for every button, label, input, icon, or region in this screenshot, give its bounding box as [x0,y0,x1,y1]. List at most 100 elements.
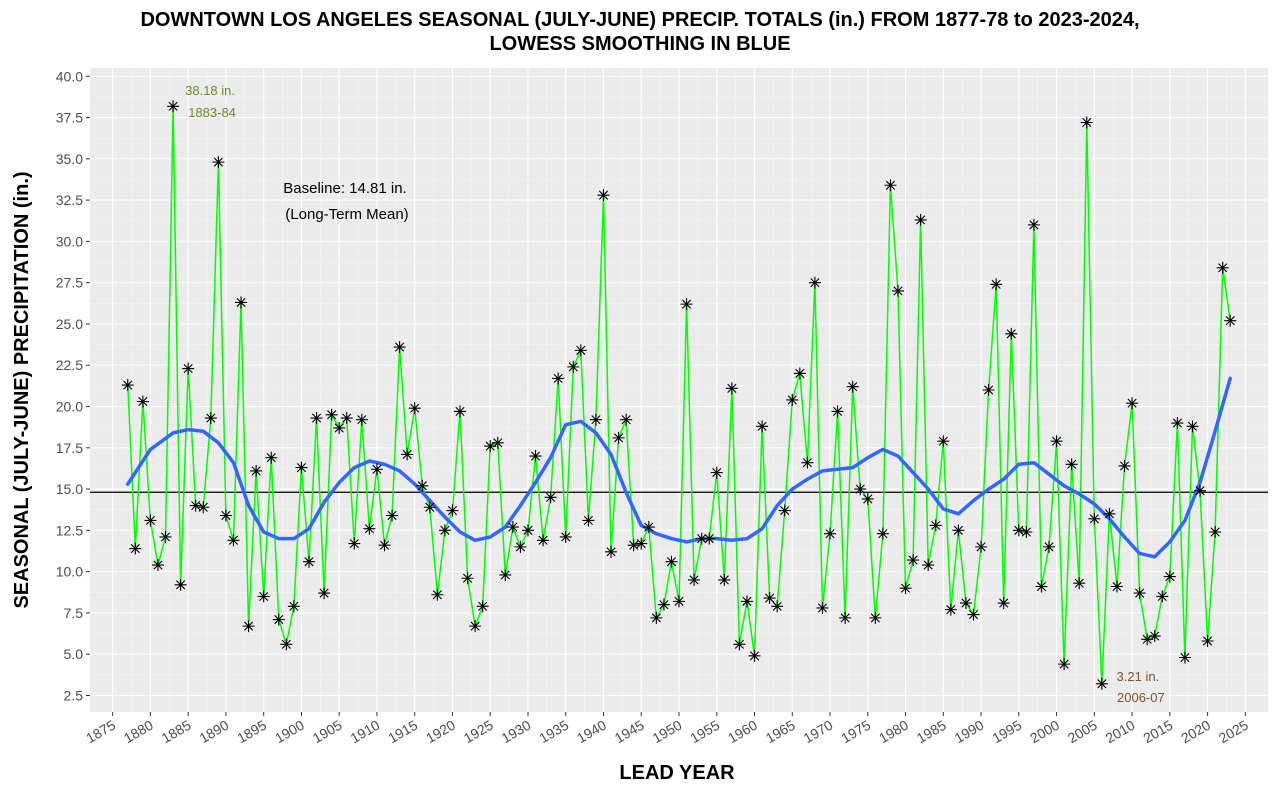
x-tick-label: 1920 [423,717,458,747]
data-point [159,530,172,543]
data-point [1209,526,1222,539]
x-tick-label: 1945 [612,717,647,747]
data-point [740,595,753,608]
y-tick-label: 2.5 [64,687,84,703]
x-tick-label: 2005 [1065,717,1100,747]
data-point [544,491,557,504]
data-point [937,435,950,448]
x-tick-label: 1955 [687,717,722,747]
data-point [567,360,580,373]
data-point [401,448,414,461]
data-point [408,402,421,415]
data-point [997,597,1010,610]
chart-title-line-2: LOWESS SMOOTHING IN BLUE [489,33,791,55]
data-point [227,534,240,547]
data-point [529,450,542,463]
chart-title: DOWNTOWN LOS ANGELES SEASONAL (JULY-JUNE… [0,8,1280,56]
y-tick-label: 10.0 [56,564,83,580]
data-point [144,514,157,527]
data-point [733,638,746,651]
data-point [333,421,346,434]
data-point [1058,658,1071,671]
min-value-annotation: 3.21 in. [1117,669,1160,684]
data-point [1224,314,1237,327]
data-point [461,572,474,585]
data-point [318,587,331,600]
data-point [310,412,323,425]
data-point [763,592,776,605]
data-point [189,499,202,512]
x-tick-label: 1995 [989,717,1024,747]
x-tick-label: 1895 [234,717,269,747]
data-point [793,367,806,380]
data-point [552,372,565,385]
x-tick-label: 1975 [838,717,873,747]
x-tick-label: 2000 [1027,717,1062,747]
data-point [393,341,406,354]
y-tick-label: 32.5 [56,192,83,208]
data-point [1110,580,1123,593]
data-point [657,598,670,611]
data-point [1141,633,1154,646]
grid-lines [90,68,1268,712]
x-tick-label: 2010 [1103,717,1138,747]
data-point [1178,651,1191,664]
data-point [1020,526,1033,539]
data-point [1194,484,1207,497]
chart-title-line-1: DOWNTOWN LOS ANGELES SEASONAL (JULY-JUNE… [140,9,1140,31]
x-tick-label: 1925 [461,717,496,747]
x-tick-label: 2015 [1140,717,1175,747]
data-point [876,527,889,540]
data-point [786,393,799,406]
data-point [1148,630,1161,643]
data-point [605,545,618,558]
data-point [363,522,376,535]
data-point [1186,420,1199,433]
data-point [1005,327,1018,340]
data-point [959,597,972,610]
data-point [801,456,814,469]
data-point [914,213,927,226]
data-point [612,431,625,444]
y-tick-label: 25.0 [56,316,83,332]
x-tick-label: 1985 [914,717,949,747]
annotations: 38.18 in. 1883-84 3.21 in. 2006-07 Baseline:… [185,83,1165,705]
y-tick-label: 17.5 [56,440,83,456]
data-point [506,521,519,534]
data-point [642,521,655,534]
data-point [975,540,988,553]
y-tick-label: 5.0 [64,646,84,662]
min-year-annotation: 2006-07 [1117,690,1165,705]
data-point [1171,417,1184,430]
data-point [861,492,874,505]
x-tick-label: 1990 [952,717,987,747]
data-point [197,501,210,514]
data-point [491,436,504,449]
data-point [884,179,897,192]
data-point [597,189,610,202]
data-point [265,451,278,464]
y-tick-label: 12.5 [56,522,83,538]
data-point [635,537,648,550]
data-point [1080,116,1093,129]
x-tick-label: 1890 [196,717,231,747]
data-point [944,603,957,616]
data-point [1065,458,1078,471]
y-tick-label: 37.5 [56,110,83,126]
data-point [589,413,602,426]
x-tick-label: 1905 [310,717,345,747]
data-point [824,527,837,540]
data-point [680,298,693,311]
data-point [891,284,904,297]
data-point [476,600,489,613]
data-point [967,608,980,621]
data-point [710,466,723,479]
data-point [748,649,761,662]
data-point [839,611,852,624]
data-point [280,638,293,651]
x-tick-label: 1880 [121,717,156,747]
data-point [348,537,361,550]
data-point [151,559,164,572]
x-tick-label: 1885 [159,717,194,747]
